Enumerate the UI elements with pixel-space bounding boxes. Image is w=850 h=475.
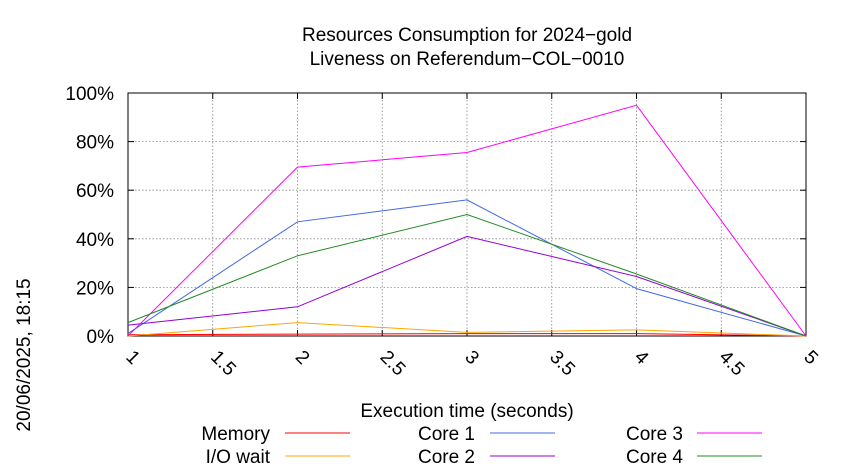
- series-line-memory: [127, 333, 807, 337]
- y-tick-label: 60%: [76, 181, 114, 202]
- legend-label: Memory: [201, 424, 270, 445]
- x-tick-label: 5: [799, 347, 821, 369]
- x-tick-label: 1: [121, 347, 143, 369]
- y-tick-label: 20%: [76, 278, 114, 299]
- legend-label: Core 3: [626, 424, 683, 445]
- legend-label: I/O wait: [206, 447, 271, 468]
- legend-label: Core 2: [418, 447, 475, 468]
- series-line-core-1: [127, 199, 807, 337]
- y-tick-label: 0%: [87, 327, 115, 348]
- x-tick-label: 4: [630, 347, 653, 370]
- chart-title-line1: Resources Consumption for 2024−gold: [302, 25, 632, 46]
- y-tick-label: 80%: [76, 133, 114, 154]
- series-line-i-o-wait: [127, 322, 807, 337]
- series-line-core-4: [127, 213, 807, 337]
- y-axis-ticks: 0% 20% 40% 60% 80% 100%: [65, 84, 806, 348]
- x-axis-ticks: 1 1.5 2 2.5 3 3.5 4 4.5 5: [121, 93, 822, 381]
- series-line-core-2: [127, 235, 807, 337]
- series-lines: [127, 104, 807, 337]
- chart-title-line2: Liveness on Referendum−COL−0010: [310, 49, 625, 70]
- legend-label: Core 4: [626, 447, 683, 468]
- x-tick-label: 2.5: [376, 347, 410, 381]
- grid-lines: [128, 93, 806, 336]
- x-tick-label: 3: [460, 347, 482, 369]
- y-tick-label: 40%: [76, 230, 114, 251]
- x-tick-label: 1.5: [206, 347, 240, 381]
- legend-label: Core 1: [418, 424, 475, 445]
- series-line-core-3: [127, 104, 807, 337]
- timestamp-label: 20/06/2025, 18:15: [14, 278, 35, 431]
- x-tick-label: 4.5: [715, 347, 749, 381]
- x-tick-label: 2: [291, 347, 313, 369]
- x-axis-label: Execution time (seconds): [360, 401, 573, 422]
- y-tick-label: 100%: [65, 84, 114, 105]
- x-tick-label: 3.5: [545, 347, 579, 381]
